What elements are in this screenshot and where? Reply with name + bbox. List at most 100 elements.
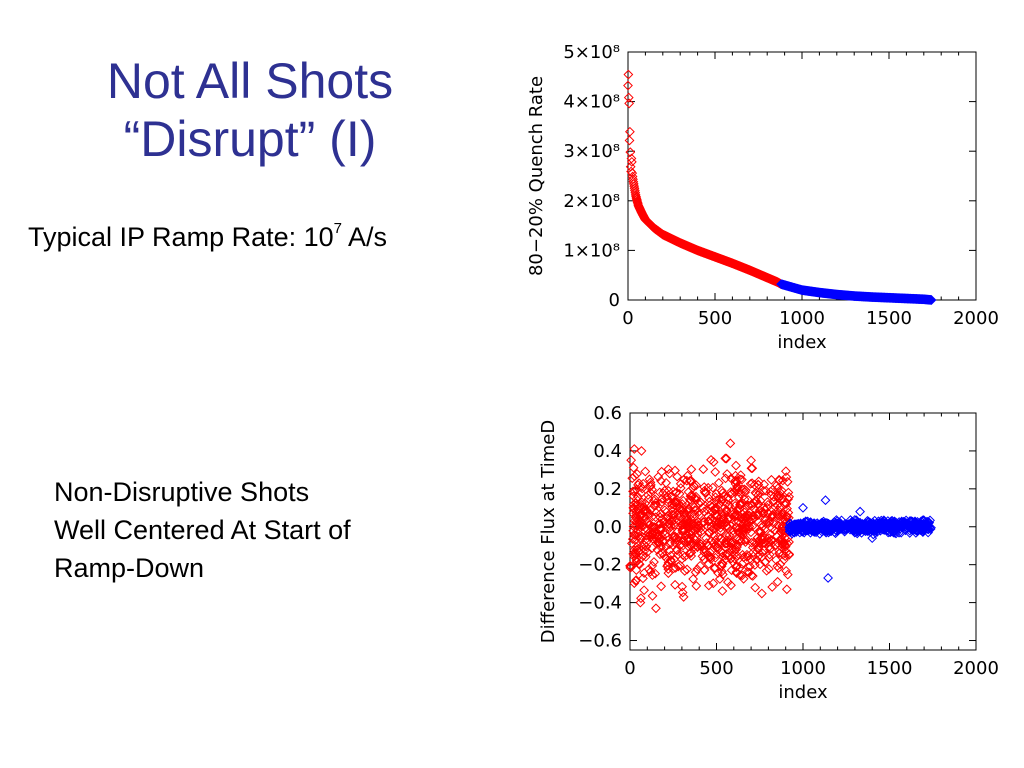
x-tick-label: 1000 [780,658,826,679]
data-point [677,518,688,528]
data-point [805,521,816,532]
data-point [691,480,702,491]
data-point [716,485,727,496]
data-point [720,453,731,464]
data-point [629,486,640,497]
data-point [881,519,892,530]
data-point [640,466,651,477]
y-tick-label: −0.4 [578,593,622,614]
data-point [647,570,658,581]
data-point [650,500,661,511]
data-point [668,486,679,497]
outlier-point [820,495,831,506]
data-point [708,578,719,589]
data-point [755,559,766,570]
data-point [656,581,667,592]
data-point [781,584,792,595]
data-point [760,557,770,568]
data-point [663,568,674,579]
data-point [750,582,761,593]
data-point [667,499,678,510]
data-point [682,529,692,540]
data-point [670,579,680,590]
data-point [738,573,749,584]
data-point [731,517,742,528]
y-tick-label: 1×10⁸ [563,240,620,261]
data-point [683,535,694,546]
data-point [776,511,787,522]
x-tick-label: 1500 [867,658,913,679]
data-point [753,526,764,537]
y-tick-label: 0.2 [593,479,622,500]
data-point [730,539,741,550]
data-point [766,511,777,522]
data-point [647,590,658,601]
data-point [690,492,700,503]
data-point [925,524,936,535]
data-point [631,191,641,202]
data-point [626,153,637,164]
data-point [783,507,794,518]
data-point [748,510,759,521]
data-point [780,551,791,562]
ramp-rate-text: Typical IP Ramp Rate: 107 A/s [28,220,387,253]
data-point [782,503,792,514]
data-point [699,487,710,498]
data-point [647,484,657,495]
data-point [836,521,847,531]
data-point [918,515,929,525]
data-point [741,551,752,562]
data-point [656,466,667,477]
data-point [764,541,774,552]
non-disruptive-line-3: Ramp-Down [54,553,205,583]
data-point [639,585,650,596]
data-point [663,557,674,568]
data-point [660,530,670,540]
data-point [780,466,791,477]
y-tick-label: 2×10⁸ [563,191,620,212]
y-tick-label: −0.6 [578,631,622,652]
data-point [747,514,758,525]
data-point [908,521,919,532]
data-point [713,477,724,488]
data-point [681,475,692,486]
data-point [773,490,784,501]
data-point [628,502,639,513]
data-point [783,487,794,498]
data-point [722,538,733,549]
difference-flux-chart: 0 500 1000 1500 2000 −0.6 −0.4 −0.2 0.0 0.2 0.4 0.6… [538,403,999,703]
data-point [642,510,653,521]
data-point [644,474,655,485]
data-point [720,538,730,549]
data-point [747,571,758,581]
data-point [671,487,682,498]
data-point [639,540,650,551]
data-point [864,523,875,533]
data-point [734,523,745,534]
data-point [704,493,714,504]
data-point [731,561,742,572]
data-point [730,522,741,533]
data-point [645,505,656,516]
data-point [628,486,638,497]
data-point [685,547,695,558]
data-point [773,545,784,556]
data-point [717,586,728,596]
data-point [629,516,640,526]
data-point [762,508,773,518]
data-point [738,527,748,538]
data-point [679,566,690,576]
data-point [655,508,666,519]
data-point [781,547,792,558]
data-point [680,508,691,518]
outlier-point [867,533,878,544]
data-point [686,551,697,561]
x-tick-label: 0 [622,308,633,329]
data-point [743,500,753,511]
data-point [709,541,720,551]
data-point [638,550,649,561]
data-point [686,489,697,500]
data-point [759,479,770,490]
ramp-rate-exponent: 7 [333,220,342,237]
data-point [635,519,646,530]
